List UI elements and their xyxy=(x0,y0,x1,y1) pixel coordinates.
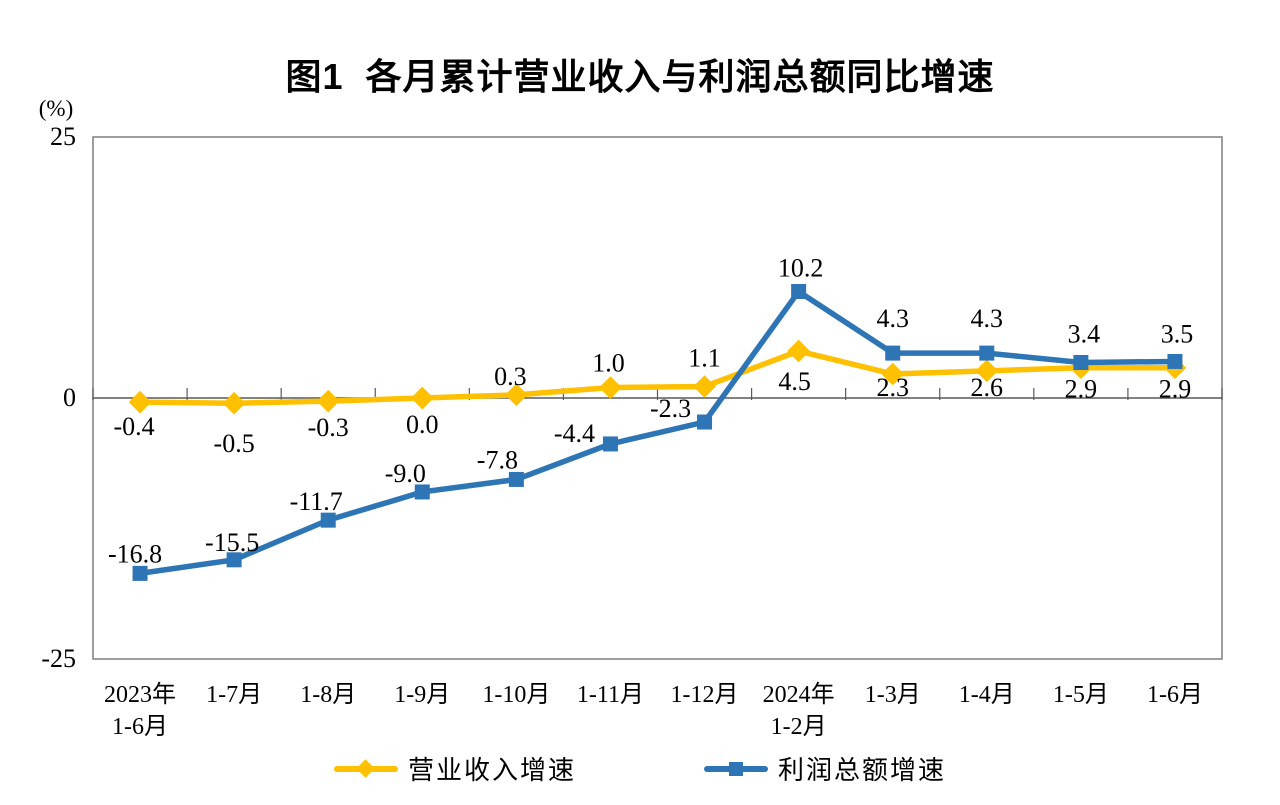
operating-revenue-growth-data-label: 2.9 xyxy=(1065,375,1098,404)
total-profit-growth-data-label: -9.0 xyxy=(385,459,426,488)
operating-revenue-growth-data-label: 2.9 xyxy=(1159,375,1192,404)
total-profit-growth-data-label: -2.3 xyxy=(650,394,691,423)
operating-revenue-growth-data-label: 4.5 xyxy=(778,367,811,396)
operating-revenue-growth-data-label: -0.4 xyxy=(113,412,154,441)
x-axis-label: 1-11月 xyxy=(577,682,644,708)
operating-revenue-growth-marker xyxy=(599,376,622,399)
operating-revenue-growth-marker xyxy=(316,389,340,413)
legend-item-profit: 利润总额增速 xyxy=(704,750,946,787)
total-profit-growth-marker xyxy=(320,512,336,528)
x-axis-label: 1-4月 xyxy=(959,682,1015,708)
operating-revenue-growth-data-label: 2.3 xyxy=(876,373,909,402)
x-axis-label: 1-12月 xyxy=(671,682,739,708)
x-axis-label: 1-6月 xyxy=(1147,682,1203,708)
operating-revenue-growth-marker xyxy=(975,359,999,383)
total-profit-growth-data-label: 4.3 xyxy=(876,304,909,333)
total-profit-growth-data-label: -16.8 xyxy=(108,539,162,568)
total-profit-growth-marker xyxy=(1073,355,1089,371)
operating-revenue-growth-data-label: -0.5 xyxy=(214,429,255,458)
y-axis-tick-label-25: 25 xyxy=(50,122,76,151)
total-profit-growth-marker xyxy=(132,565,148,581)
y-axis-tick-label-0: 0 xyxy=(63,383,76,412)
total-profit-growth-marker xyxy=(791,284,807,300)
total-profit-growth-data-label: 3.4 xyxy=(1068,320,1101,349)
operating-revenue-growth-data-label: 2.6 xyxy=(971,373,1004,402)
total-profit-growth-marker xyxy=(1167,353,1183,369)
x-axis-label: 1-5月 xyxy=(1053,682,1109,708)
total-profit-growth-marker xyxy=(602,436,618,452)
total-profit-growth-data-label: -7.8 xyxy=(477,445,518,474)
legend-marker-square xyxy=(704,761,768,777)
square-marker-icon xyxy=(729,761,743,776)
legend-marker-diamond xyxy=(333,758,398,778)
x-axis-label: 2023年 1-6月 xyxy=(104,681,176,740)
chart-title: 图1 各月累计营业收入与利润总额同比增速 xyxy=(285,56,995,97)
x-axis-label: 1-9月 xyxy=(394,682,450,708)
operating-revenue-growth-marker xyxy=(505,383,528,407)
diamond-marker-icon xyxy=(356,758,375,778)
total-profit-growth-data-label: -11.7 xyxy=(290,487,343,516)
operating-revenue-growth-line xyxy=(140,348,1175,406)
total-profit-growth-line xyxy=(139,287,1175,577)
y-axis-tick-label-neg25: -25 xyxy=(41,644,76,673)
operating-revenue-growth-marker xyxy=(410,386,434,410)
total-profit-growth-data-label: -4.4 xyxy=(554,419,595,448)
total-profit-growth-marker xyxy=(697,414,713,430)
legend-item-revenue: 营业收入增速 xyxy=(333,750,576,787)
operating-revenue-growth-data-label: 1.1 xyxy=(688,344,721,373)
legend-label-profit: 利润总额增速 xyxy=(778,756,947,785)
total-profit-growth-data-label: 10.2 xyxy=(778,254,824,283)
x-axis-label: 2024年 1-2月 xyxy=(763,681,835,740)
y-axis-unit-label: (%) xyxy=(38,96,74,121)
operating-revenue-growth-marker xyxy=(222,391,246,415)
operating-revenue-growth-data-label: 0.3 xyxy=(494,362,527,391)
total-profit-growth-data-label: -15.5 xyxy=(205,528,259,557)
chart-legend: 营业收入增速 利润总额增速 xyxy=(0,750,1280,787)
x-axis-label: 1-8月 xyxy=(300,682,356,708)
operating-revenue-growth-marker xyxy=(128,390,152,414)
total-profit-growth-marker xyxy=(226,552,242,568)
legend-label-revenue: 营业收入增速 xyxy=(407,756,576,785)
x-axis-label: 1-7月 xyxy=(206,682,262,708)
total-profit-growth-marker xyxy=(414,484,430,500)
total-profit-growth-marker xyxy=(979,345,995,361)
x-axis-label: 1-10月 xyxy=(482,682,550,708)
operating-revenue-growth-marker xyxy=(693,375,716,398)
total-profit-growth-marker xyxy=(885,345,901,361)
operating-revenue-growth-marker xyxy=(787,339,810,363)
x-axis-label: 1-3月 xyxy=(865,682,921,708)
operating-revenue-growth-data-label: -0.3 xyxy=(308,413,349,442)
operating-revenue-growth-marker xyxy=(881,362,905,386)
total-profit-growth-marker xyxy=(508,471,524,487)
total-profit-growth-data-label: 4.3 xyxy=(971,304,1004,333)
operating-revenue-growth-data-label: 1.0 xyxy=(592,349,625,378)
operating-revenue-growth-data-label: 0.0 xyxy=(406,410,439,439)
total-profit-growth-data-label: 3.5 xyxy=(1161,319,1194,348)
